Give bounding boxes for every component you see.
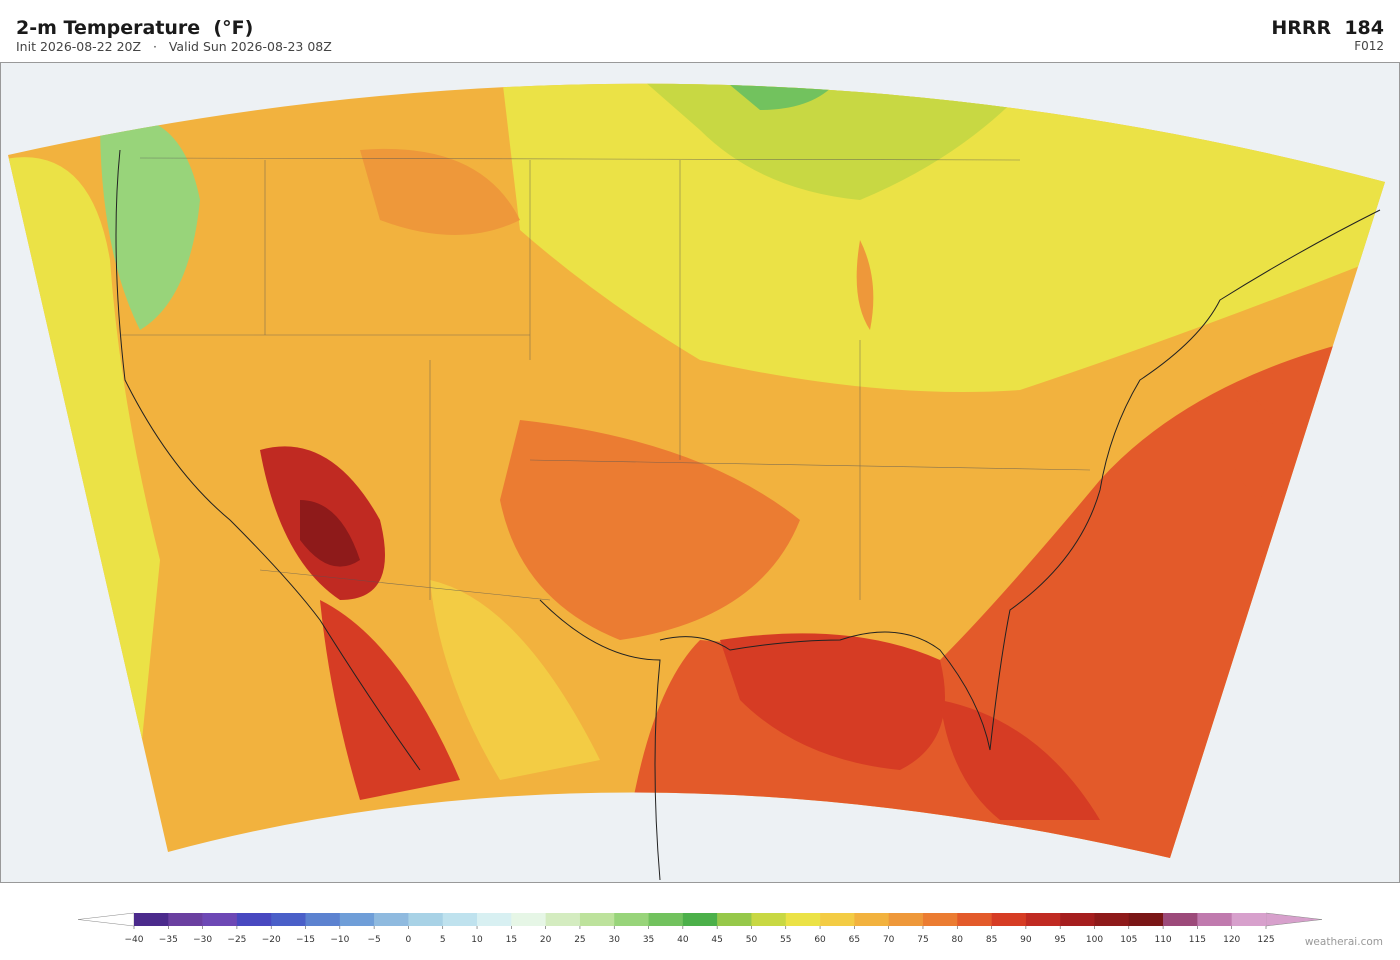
tick-label: 15 bbox=[506, 935, 517, 945]
tick-label: 60 bbox=[814, 935, 826, 945]
title: 2-m Temperature (°F) bbox=[16, 17, 253, 39]
coastlines bbox=[115, 149, 1381, 881]
under-triangle bbox=[77, 912, 135, 927]
color-bin bbox=[957, 913, 992, 926]
tick-label: 100 bbox=[1086, 935, 1103, 945]
tick-label: 20 bbox=[540, 935, 552, 945]
color-bin bbox=[888, 913, 924, 926]
color-bin bbox=[374, 913, 409, 926]
color-bin bbox=[545, 913, 581, 926]
color-bin bbox=[717, 913, 752, 926]
tick-label: 120 bbox=[1223, 935, 1240, 945]
tick-label: 40 bbox=[677, 935, 689, 945]
over-triangle bbox=[1265, 912, 1323, 927]
tick-label: 115 bbox=[1189, 935, 1206, 945]
tick-label: 45 bbox=[711, 935, 722, 945]
tick-label: 95 bbox=[1054, 935, 1065, 945]
color-bin bbox=[271, 913, 306, 926]
color-bin bbox=[1231, 913, 1267, 926]
color-bin bbox=[408, 913, 444, 926]
subtitle: Init 2026-08-22 20Z · Valid Sun 2026-08-… bbox=[16, 39, 332, 54]
tick-label: −15 bbox=[296, 935, 315, 945]
color-bin bbox=[854, 913, 889, 926]
color-bin bbox=[1128, 913, 1164, 926]
tick-label: −35 bbox=[159, 935, 178, 945]
tick-label: 35 bbox=[643, 935, 654, 945]
tick-label: 125 bbox=[1257, 935, 1274, 945]
color-bin bbox=[511, 913, 546, 926]
tick-label: −20 bbox=[262, 935, 281, 945]
tick-label: 50 bbox=[746, 935, 758, 945]
tick-label: 110 bbox=[1154, 935, 1171, 945]
color-bin bbox=[305, 913, 341, 926]
color-bin bbox=[579, 913, 615, 926]
color-bin bbox=[477, 913, 512, 926]
color-bin bbox=[922, 913, 958, 926]
tick-label: 105 bbox=[1120, 935, 1137, 945]
color-bin bbox=[236, 913, 272, 926]
tick-label: 65 bbox=[849, 935, 860, 945]
tick-label: 5 bbox=[440, 935, 446, 945]
model: HRRR 184 bbox=[1271, 17, 1384, 39]
color-bin bbox=[1094, 913, 1130, 926]
tick-label: 25 bbox=[574, 935, 585, 945]
temperature-field bbox=[8, 83, 1385, 858]
tick-label: −25 bbox=[227, 935, 246, 945]
color-bin bbox=[202, 913, 238, 926]
color-bin bbox=[1025, 913, 1061, 926]
tick-label: −40 bbox=[125, 935, 144, 945]
color-bin bbox=[820, 913, 855, 926]
color-bin bbox=[339, 913, 375, 926]
color-bin bbox=[991, 913, 1027, 926]
tick-label: 30 bbox=[609, 935, 621, 945]
color-bin bbox=[442, 913, 478, 926]
color-bin bbox=[1197, 913, 1232, 926]
tick-label: 90 bbox=[1020, 935, 1032, 945]
tick-label: 0 bbox=[406, 935, 412, 945]
tick-label: 55 bbox=[780, 935, 791, 945]
tick-label: 85 bbox=[986, 935, 997, 945]
color-bin bbox=[648, 913, 684, 926]
tick-label: −10 bbox=[330, 935, 349, 945]
color-bin bbox=[1163, 913, 1198, 926]
color-bin bbox=[134, 913, 169, 926]
color-bin bbox=[1060, 913, 1095, 926]
color-bin bbox=[682, 913, 718, 926]
color-bin bbox=[785, 913, 821, 926]
tick-label: 75 bbox=[917, 935, 928, 945]
color-bin bbox=[751, 913, 787, 926]
color-bin bbox=[168, 913, 203, 926]
color-bin bbox=[614, 913, 649, 926]
watermark: weatherai.com bbox=[1305, 936, 1383, 948]
tick-label: 80 bbox=[952, 935, 964, 945]
tick-label: 70 bbox=[883, 935, 895, 945]
tick-label: −30 bbox=[193, 935, 212, 945]
colorbar: −40 −35 −30 −25 −20 −15 −10 −5 0 5 10 15 20 25 30 35 40 4… bbox=[77, 912, 1323, 945]
tick-label: −5 bbox=[367, 935, 380, 945]
forecast-hour: F012 bbox=[1354, 39, 1384, 53]
borders bbox=[120, 157, 1091, 601]
tick-label: 10 bbox=[471, 935, 483, 945]
